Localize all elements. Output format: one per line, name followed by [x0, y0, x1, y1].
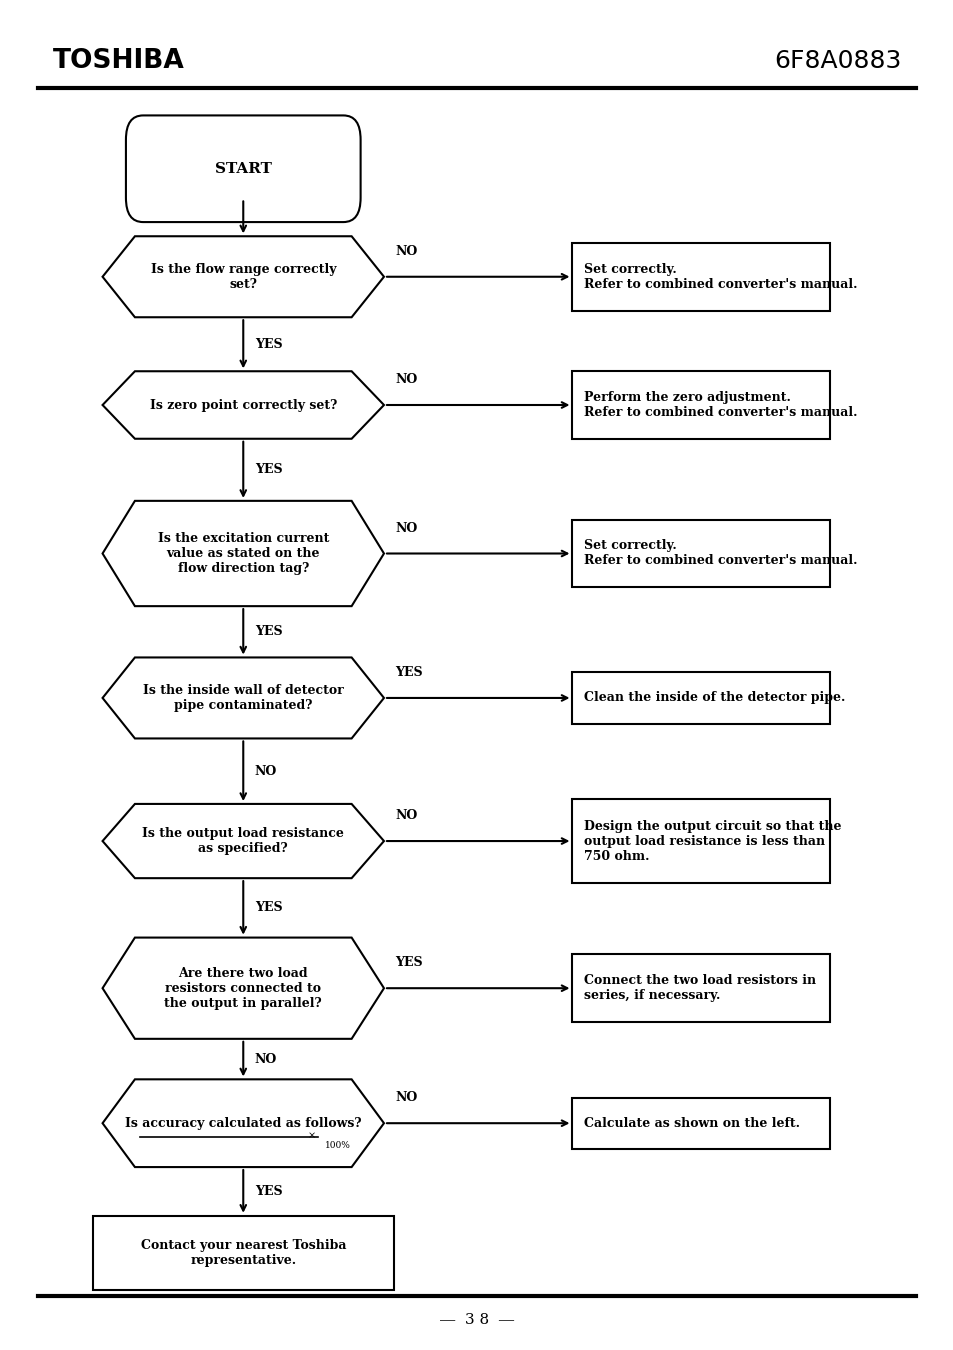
Text: Is the excitation current
value as stated on the
flow direction tag?: Is the excitation current value as state…	[157, 532, 329, 575]
Text: TOSHIBA: TOSHIBA	[52, 47, 184, 74]
Polygon shape	[103, 937, 383, 1040]
Bar	[572, 243, 829, 310]
Bar	[572, 799, 829, 883]
Text: YES: YES	[395, 956, 422, 969]
Bar	[572, 371, 829, 439]
Text: Is the output load resistance
as specified?: Is the output load resistance as specifi…	[142, 828, 344, 855]
Text: NO: NO	[395, 244, 417, 258]
Text: Calculate as shown on the left.: Calculate as shown on the left.	[583, 1116, 799, 1130]
Text: ×: ×	[307, 1131, 315, 1139]
Polygon shape	[103, 657, 383, 738]
Polygon shape	[103, 371, 383, 439]
Text: 100%: 100%	[325, 1141, 351, 1150]
Text: YES: YES	[254, 625, 282, 639]
Polygon shape	[103, 501, 383, 606]
Text: NO: NO	[395, 521, 417, 535]
Text: NO: NO	[254, 764, 276, 778]
Text: NO: NO	[395, 373, 417, 386]
Text: YES: YES	[254, 902, 282, 914]
Text: YES: YES	[254, 1185, 282, 1197]
Text: Is zero point correctly set?: Is zero point correctly set?	[150, 398, 336, 412]
Text: Are there two load
resistors connected to
the output in parallel?: Are there two load resistors connected t…	[164, 967, 322, 1010]
Text: Is accuracy calculated as follows?: Is accuracy calculated as follows?	[125, 1116, 361, 1130]
Bar	[572, 1098, 829, 1149]
Text: Design the output circuit so that the
output load resistance is less than
750 oh: Design the output circuit so that the ou…	[583, 819, 841, 863]
Text: Contact your nearest Toshiba
representative.: Contact your nearest Toshiba representat…	[140, 1239, 346, 1266]
Polygon shape	[103, 236, 383, 317]
Text: Is the flow range correctly
set?: Is the flow range correctly set?	[151, 263, 335, 290]
Text: Is the inside wall of detector
pipe contaminated?: Is the inside wall of detector pipe cont…	[143, 684, 343, 711]
Bar	[572, 954, 829, 1022]
Text: START: START	[214, 162, 272, 176]
Text: Set correctly.
Refer to combined converter's manual.: Set correctly. Refer to combined convert…	[583, 263, 857, 290]
Text: NO: NO	[395, 809, 417, 822]
Text: YES: YES	[254, 338, 282, 351]
Text: Connect the two load resistors in
series, if necessary.: Connect the two load resistors in series…	[583, 975, 815, 1002]
Text: YES: YES	[395, 666, 422, 679]
FancyBboxPatch shape	[126, 116, 360, 223]
Polygon shape	[103, 1080, 383, 1166]
Text: NO: NO	[395, 1091, 417, 1104]
Text: ―  3 8  ―: ― 3 8 ―	[439, 1314, 514, 1327]
Text: Clean the inside of the detector pipe.: Clean the inside of the detector pipe.	[583, 691, 844, 705]
Polygon shape	[103, 803, 383, 879]
Text: Set correctly.
Refer to combined converter's manual.: Set correctly. Refer to combined convert…	[583, 540, 857, 567]
Text: Perform the zero adjustment.
Refer to combined converter's manual.: Perform the zero adjustment. Refer to co…	[583, 392, 857, 418]
Bar	[92, 1215, 393, 1291]
Bar	[572, 520, 829, 587]
Bar	[572, 672, 829, 724]
Text: YES: YES	[254, 463, 282, 477]
Text: NO: NO	[254, 1053, 276, 1065]
Text: 6F8A0883: 6F8A0883	[773, 49, 901, 73]
